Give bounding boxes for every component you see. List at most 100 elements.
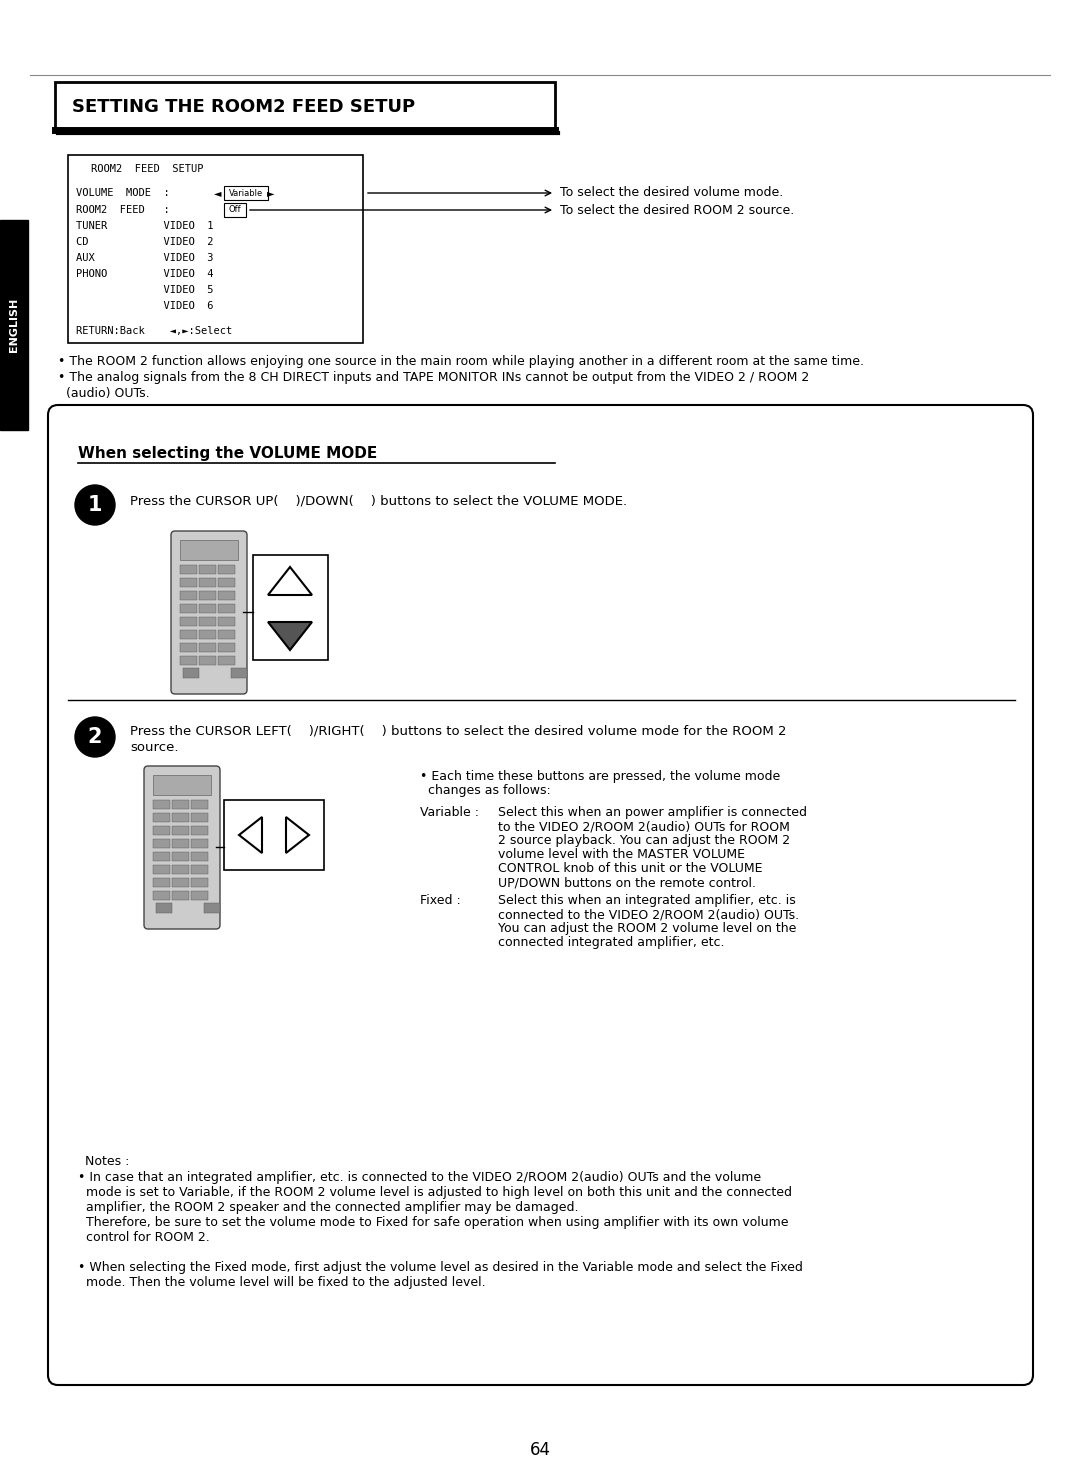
Text: Select this when an integrated amplifier, etc. is: Select this when an integrated amplifier…	[498, 893, 796, 907]
Text: Notes :: Notes :	[85, 1155, 130, 1168]
Bar	[191, 839, 208, 847]
Text: PHONO         VIDEO  4: PHONO VIDEO 4	[76, 269, 214, 280]
FancyBboxPatch shape	[144, 766, 220, 929]
Bar	[153, 852, 170, 861]
Text: VIDEO  6: VIDEO 6	[76, 302, 214, 311]
Text: AUX           VIDEO  3: AUX VIDEO 3	[76, 253, 214, 263]
Bar	[218, 630, 235, 639]
Bar	[180, 657, 197, 666]
Text: 64: 64	[529, 1441, 551, 1458]
Bar	[153, 775, 211, 796]
Text: Therefore, be sure to set the volume mode to Fixed for safe operation when using: Therefore, be sure to set the volume mod…	[78, 1216, 788, 1229]
Polygon shape	[286, 816, 309, 853]
Bar	[153, 825, 170, 836]
Text: 1: 1	[87, 495, 103, 515]
Bar	[199, 603, 216, 612]
Text: CD            VIDEO  2: CD VIDEO 2	[76, 237, 214, 247]
Bar	[191, 800, 208, 809]
Text: VOLUME  MODE  :: VOLUME MODE :	[76, 188, 170, 198]
Bar	[172, 813, 189, 822]
FancyBboxPatch shape	[48, 405, 1032, 1384]
Bar	[172, 879, 189, 887]
Bar	[191, 890, 208, 901]
Bar	[172, 825, 189, 836]
Text: To select the desired ROOM 2 source.: To select the desired ROOM 2 source.	[561, 204, 794, 216]
Text: source.: source.	[130, 741, 178, 754]
Bar	[199, 630, 216, 639]
Text: • The analog signals from the 8 CH DIRECT inputs and TAPE MONITOR INs cannot be : • The analog signals from the 8 CH DIREC…	[58, 371, 809, 385]
Bar	[180, 565, 197, 574]
Bar	[224, 800, 324, 870]
Text: • When selecting the Fixed mode, first adjust the volume level as desired in the: • When selecting the Fixed mode, first a…	[78, 1262, 802, 1273]
Bar	[180, 592, 197, 600]
Text: 2 source playback. You can adjust the ROOM 2: 2 source playback. You can adjust the RO…	[498, 834, 791, 847]
Text: Variable :: Variable :	[420, 806, 480, 819]
Bar	[55, 81, 555, 130]
Circle shape	[75, 717, 114, 757]
Bar	[199, 617, 216, 626]
FancyBboxPatch shape	[171, 531, 247, 694]
Text: TUNER         VIDEO  1: TUNER VIDEO 1	[76, 220, 214, 231]
Bar	[199, 578, 216, 587]
Bar	[199, 643, 216, 652]
Bar	[183, 669, 199, 677]
Text: • In case that an integrated amplifier, etc. is connected to the VIDEO 2/ROOM 2(: • In case that an integrated amplifier, …	[78, 1171, 761, 1185]
Text: changes as follows:: changes as follows:	[420, 784, 551, 797]
Text: mode. Then the volume level will be fixed to the adjusted level.: mode. Then the volume level will be fixe…	[78, 1276, 486, 1290]
Bar	[199, 565, 216, 574]
Polygon shape	[268, 566, 312, 595]
Text: ROOM2  FEED  SETUP: ROOM2 FEED SETUP	[91, 164, 203, 175]
Bar	[204, 904, 220, 913]
Text: ENGLISH: ENGLISH	[9, 297, 19, 352]
Bar	[180, 617, 197, 626]
Bar	[191, 879, 208, 887]
Text: Variable: Variable	[229, 188, 264, 198]
Bar	[180, 630, 197, 639]
Bar	[224, 203, 246, 217]
Bar	[153, 865, 170, 874]
Text: You can adjust the ROOM 2 volume level on the: You can adjust the ROOM 2 volume level o…	[498, 921, 796, 935]
Bar	[199, 592, 216, 600]
Text: ROOM2  FEED   :: ROOM2 FEED :	[76, 206, 170, 214]
Bar	[218, 657, 235, 666]
Text: 2: 2	[87, 728, 103, 747]
Bar	[191, 852, 208, 861]
Text: UP/DOWN buttons on the remote control.: UP/DOWN buttons on the remote control.	[498, 876, 756, 889]
Text: VIDEO  5: VIDEO 5	[76, 285, 214, 294]
Text: Fixed :: Fixed :	[420, 893, 461, 907]
Text: mode is set to Variable, if the ROOM 2 volume level is adjusted to high level on: mode is set to Variable, if the ROOM 2 v…	[78, 1186, 792, 1199]
Text: control for ROOM 2.: control for ROOM 2.	[78, 1231, 210, 1244]
Text: SETTING THE ROOM2 FEED SETUP: SETTING THE ROOM2 FEED SETUP	[72, 98, 415, 115]
Bar	[224, 186, 268, 200]
Bar	[218, 617, 235, 626]
Text: Press the CURSOR UP(    )/DOWN(    ) buttons to select the VOLUME MODE.: Press the CURSOR UP( )/DOWN( ) buttons t…	[130, 495, 627, 507]
Bar	[153, 813, 170, 822]
Text: When selecting the VOLUME MODE: When selecting the VOLUME MODE	[78, 447, 377, 461]
Text: RETURN:Back    ◄,►:Select: RETURN:Back ◄,►:Select	[76, 325, 232, 336]
Text: connected to the VIDEO 2/ROOM 2(audio) OUTs.: connected to the VIDEO 2/ROOM 2(audio) O…	[498, 908, 799, 921]
Bar	[172, 839, 189, 847]
Text: amplifier, the ROOM 2 speaker and the connected amplifier may be damaged.: amplifier, the ROOM 2 speaker and the co…	[78, 1201, 579, 1214]
Text: volume level with the MASTER VOLUME: volume level with the MASTER VOLUME	[498, 847, 745, 861]
Bar	[191, 813, 208, 822]
Bar	[153, 879, 170, 887]
Bar	[191, 825, 208, 836]
Bar	[231, 669, 247, 677]
Text: • The ROOM 2 function allows enjoying one source in the main room while playing : • The ROOM 2 function allows enjoying on…	[58, 355, 864, 368]
Text: • Each time these buttons are pressed, the volume mode: • Each time these buttons are pressed, t…	[420, 771, 780, 782]
Bar	[0, 220, 28, 430]
Bar	[68, 155, 363, 343]
Bar	[156, 904, 172, 913]
Bar	[180, 643, 197, 652]
Text: connected integrated amplifier, etc.: connected integrated amplifier, etc.	[498, 936, 725, 950]
Bar	[218, 578, 235, 587]
Bar	[172, 890, 189, 901]
Bar	[153, 839, 170, 847]
Text: (audio) OUTs.: (audio) OUTs.	[58, 387, 150, 399]
Text: Press the CURSOR LEFT(    )/RIGHT(    ) buttons to select the desired volume mod: Press the CURSOR LEFT( )/RIGHT( ) button…	[130, 725, 786, 738]
Bar	[153, 800, 170, 809]
Bar	[191, 865, 208, 874]
Circle shape	[75, 485, 114, 525]
Bar	[180, 578, 197, 587]
Bar	[172, 852, 189, 861]
